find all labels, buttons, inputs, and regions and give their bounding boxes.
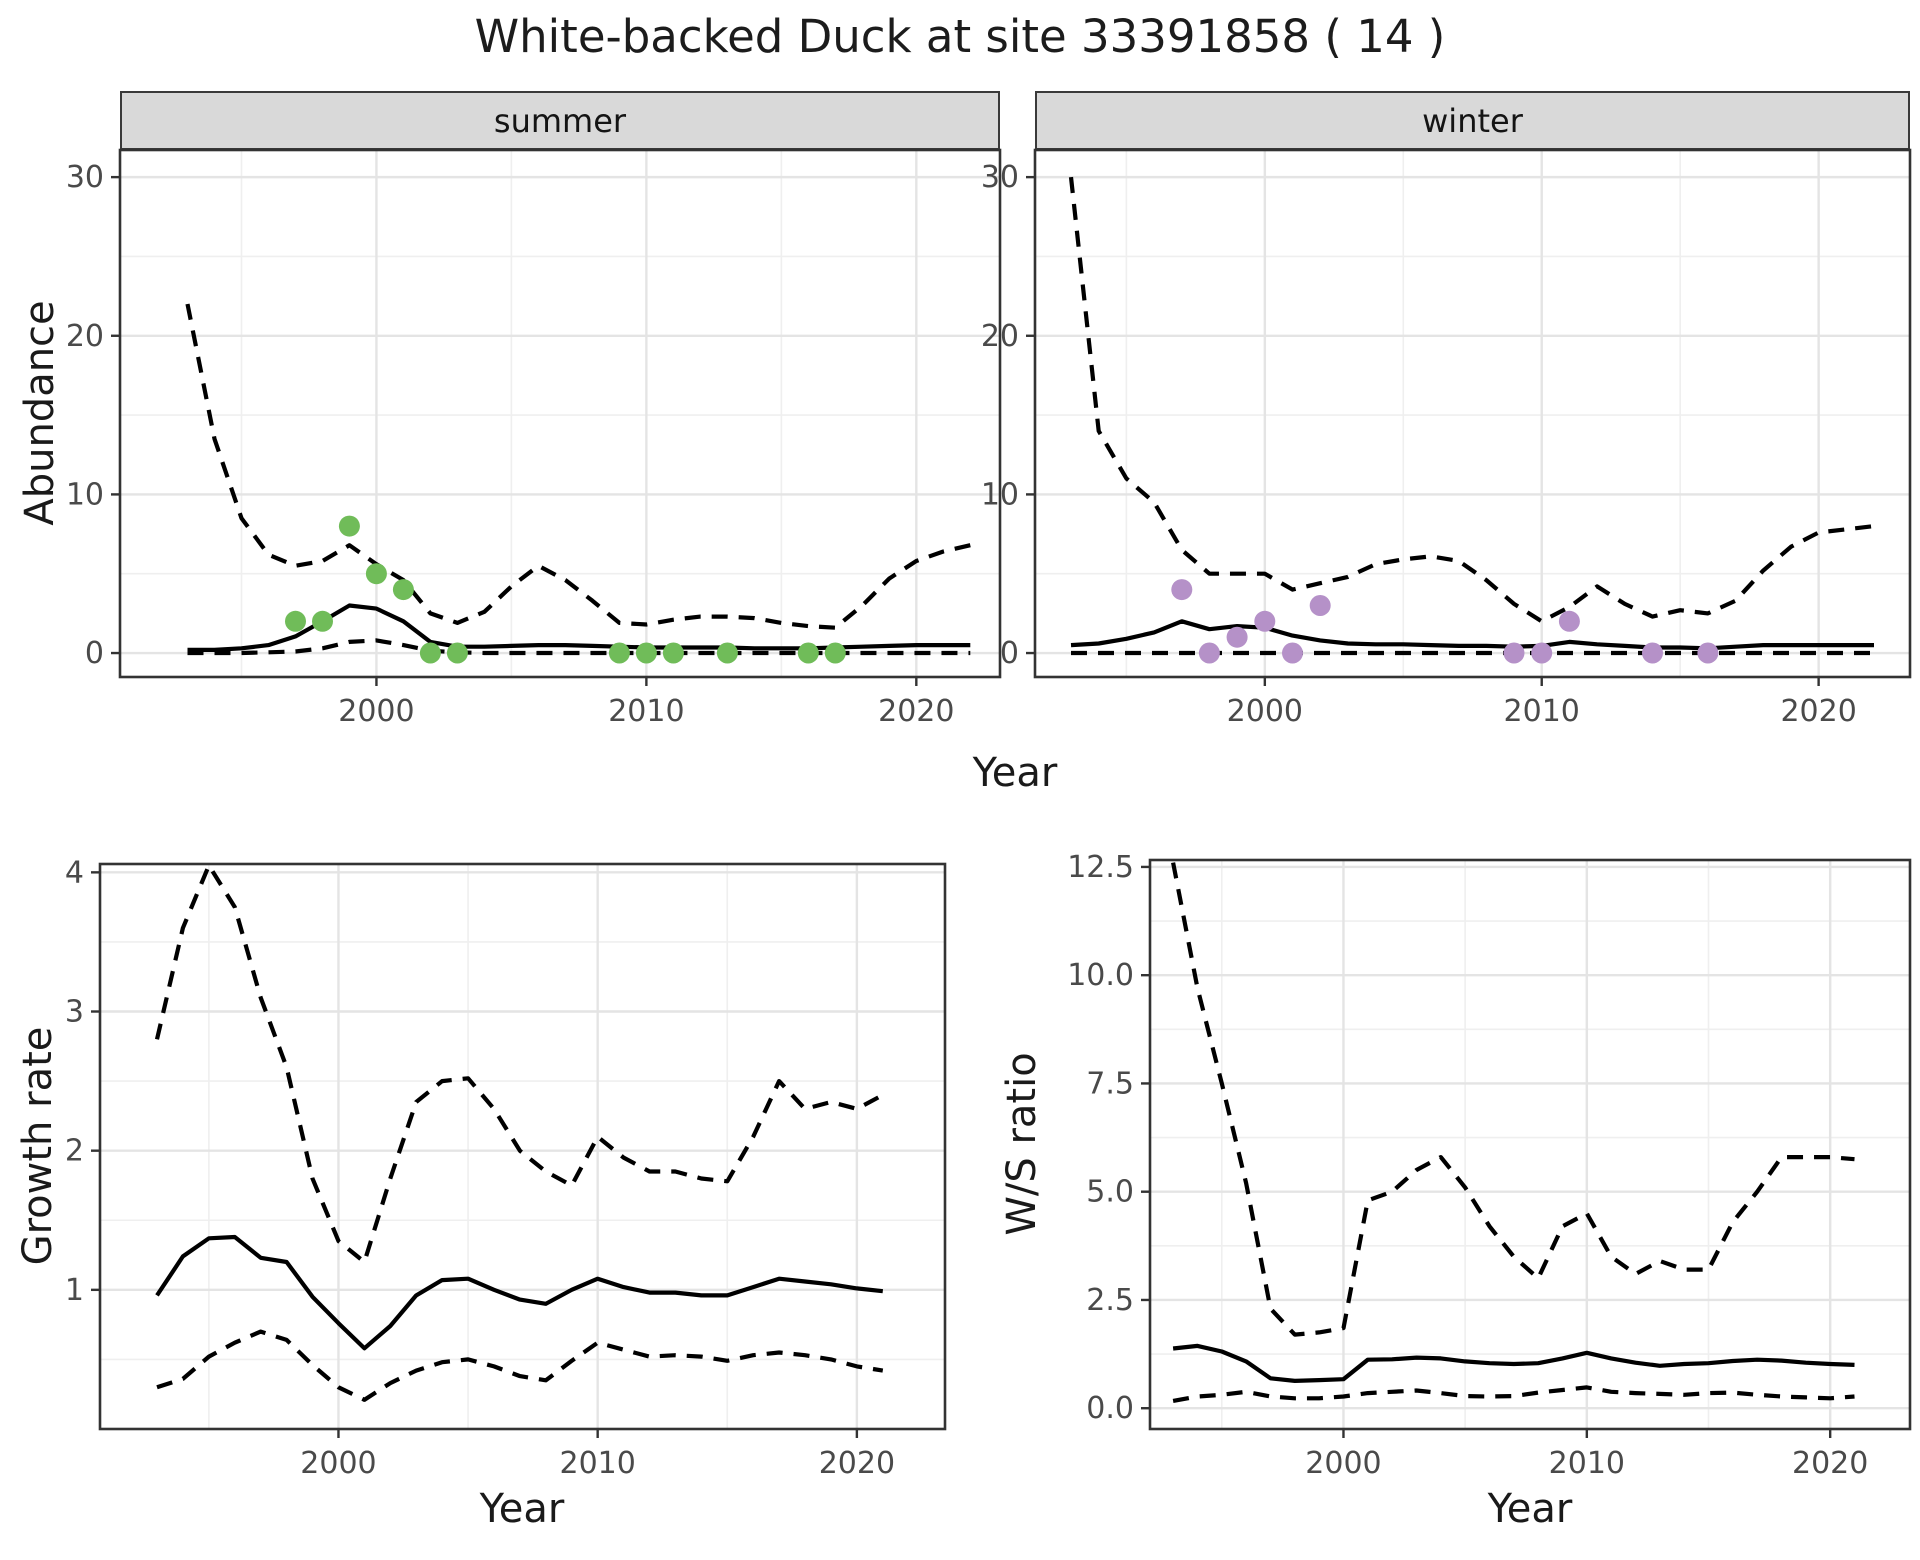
abundance-summer-observed-counts-point xyxy=(797,642,819,664)
growth-rate-mean-line xyxy=(155,1234,884,1351)
x-tick-label: 2000 xyxy=(1227,694,1303,729)
y-axis-label-growth-rate: Growth rate xyxy=(15,1026,61,1266)
x-tick-label: 2000 xyxy=(300,1446,376,1481)
facet-strip-summer: summer xyxy=(120,91,1000,150)
x-tick-label: 2020 xyxy=(1792,1446,1868,1481)
abundance-summer-observed-counts-point xyxy=(285,610,306,632)
x-axis-label-year-growth: Year xyxy=(479,1486,565,1532)
x-tick-label: 2020 xyxy=(819,1446,895,1481)
abundance-winter-panel: 2000 2010 2020 0 10 20 30 xyxy=(981,148,1912,729)
y-axis-label-ws-ratio: W/S ratio xyxy=(999,1052,1045,1236)
growth-rate-panel: 2000 2010 2020 1 2 3 4 xyxy=(65,855,947,1481)
panel-border xyxy=(118,148,1002,679)
y-tick-label: 0 xyxy=(1000,636,1019,671)
growth-rate-ci-upper-line xyxy=(154,863,884,1265)
y-tick-label: 10.0 xyxy=(1067,958,1134,993)
x-axis-label-year-ws: Year xyxy=(1487,1486,1573,1532)
abundance-summer-observed-counts-point xyxy=(365,563,387,585)
y-tick-label: 20 xyxy=(981,319,1019,354)
abundance-summer-observed-counts-point xyxy=(419,642,441,664)
ws-ratio-ci-upper-line xyxy=(1171,862,1855,1337)
ws-ratio-panel: 2000 2010 2020 0.0 2.5 5.0 7.5 10.0 12.5 xyxy=(1067,850,1912,1481)
abundance-winter-observed-counts-point xyxy=(1282,642,1303,664)
facet-strip-winter-label: winter xyxy=(1422,101,1523,140)
panel-border xyxy=(1033,148,1912,679)
y-tick-label: 0 xyxy=(85,636,104,671)
abundance-winter-observed-counts-point xyxy=(1697,642,1719,664)
y-tick-label: 30 xyxy=(981,160,1019,195)
x-tick-label: 2010 xyxy=(608,694,684,729)
facet-strip-winter: winter xyxy=(1035,91,1910,150)
y-tick-label: 10 xyxy=(981,477,1019,512)
abundance-winter-observed-counts-point xyxy=(1309,595,1331,616)
y-tick-label: 0.0 xyxy=(1086,1391,1134,1426)
y-tick-label: 7.5 xyxy=(1086,1066,1134,1101)
y-tick-label: 1 xyxy=(65,1273,84,1308)
facet-strip-summer-label: summer xyxy=(493,101,627,140)
y-tick-label: 12.5 xyxy=(1067,850,1134,885)
x-tick-label: 2000 xyxy=(1305,1446,1381,1481)
y-tick-label: 30 xyxy=(66,160,104,195)
abundance-winter-observed-counts-point xyxy=(1558,610,1580,632)
x-tick-label: 2010 xyxy=(1504,694,1580,729)
abundance-winter-observed-counts-point xyxy=(1226,626,1248,648)
abundance-summer-observed-counts-point xyxy=(312,610,333,632)
x-tick-label: 2010 xyxy=(1549,1446,1625,1481)
y-tick-label: 4 xyxy=(65,855,84,890)
abundance-summer-observed-counts-point xyxy=(338,515,360,537)
abundance-summer-observed-counts-point xyxy=(392,579,414,601)
abundance-winter-observed-counts-point xyxy=(1254,610,1276,632)
abundance-winter-mean-line xyxy=(1070,619,1874,651)
panel-border xyxy=(1148,858,1912,1431)
abundance-winter-observed-counts-point xyxy=(1531,642,1553,664)
abundance-summer-observed-counts-point xyxy=(635,642,657,664)
ws-ratio-ci-lower-line xyxy=(1172,1385,1855,1403)
ws-ratio-mean-line xyxy=(1172,1343,1855,1384)
abundance-summer-observed-counts-point xyxy=(716,642,738,664)
abundance-winter-observed-counts-point xyxy=(1503,642,1525,664)
y-tick-label: 20 xyxy=(66,319,104,354)
abundance-winter-observed-counts-point xyxy=(1642,642,1663,664)
figure-title: White-backed Duck at site 33391858 ( 14 … xyxy=(474,10,1446,63)
y-tick-label: 10 xyxy=(66,477,104,512)
abundance-winter-ci-upper-line xyxy=(1068,176,1875,624)
growth-rate-ci-lower-line xyxy=(156,1329,884,1402)
abundance-winter-observed-counts-point xyxy=(1171,579,1193,601)
y-tick-label: 5.0 xyxy=(1086,1175,1134,1210)
abundance-summer-observed-counts-point xyxy=(824,642,846,664)
x-axis-label-year-top: Year xyxy=(972,750,1058,796)
x-tick-label: 2020 xyxy=(878,694,954,729)
y-axis-label-abundance: Abundance xyxy=(17,300,63,526)
abundance-summer-observed-counts-point xyxy=(608,642,630,664)
abundance-summer-panel: 2000 2010 2020 0 10 20 30 xyxy=(66,148,1002,729)
x-tick-label: 2000 xyxy=(338,694,414,729)
abundance-summer-ci-upper-line xyxy=(185,303,971,630)
abundance-summer-observed-counts-point xyxy=(446,642,468,664)
y-tick-label: 3 xyxy=(65,995,84,1030)
x-tick-label: 2010 xyxy=(559,1446,635,1481)
y-tick-label: 2.5 xyxy=(1086,1283,1134,1318)
abundance-winter-observed-counts-point xyxy=(1198,642,1220,664)
y-tick-label: 2 xyxy=(65,1134,84,1169)
panel-border xyxy=(98,862,947,1431)
x-tick-label: 2020 xyxy=(1780,694,1856,729)
abundance-summer-observed-counts-point xyxy=(662,642,684,664)
